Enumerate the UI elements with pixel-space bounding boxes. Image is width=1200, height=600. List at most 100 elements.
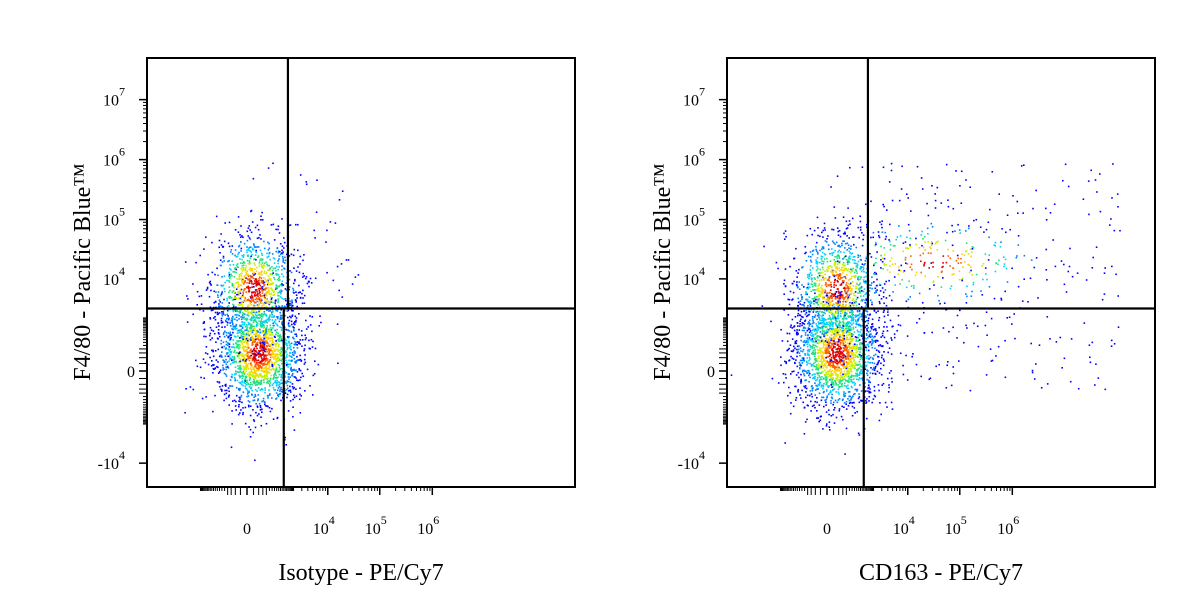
data-point (231, 356, 234, 358)
data-point (848, 346, 851, 348)
data-point (266, 381, 268, 384)
data-point (872, 398, 875, 400)
data-point (268, 344, 270, 347)
data-point (834, 278, 836, 281)
data-point (257, 298, 260, 300)
data-point (218, 371, 221, 373)
x-tick-label: 106 (417, 513, 439, 538)
data-point (242, 300, 245, 303)
data-point (262, 265, 264, 267)
data-point (841, 375, 843, 377)
data-point (255, 351, 258, 353)
data-point (232, 290, 235, 292)
data-point (848, 370, 851, 372)
data-point (261, 332, 263, 334)
data-point (791, 370, 793, 373)
data-point (802, 322, 804, 325)
data-point (254, 268, 256, 270)
data-point (235, 271, 238, 274)
data-point (223, 331, 225, 334)
data-point (258, 368, 261, 371)
data-point (837, 317, 840, 320)
data-point (829, 429, 831, 431)
data-point (785, 361, 787, 363)
data-point (838, 366, 840, 369)
data-point (845, 345, 847, 348)
data-point (816, 366, 818, 368)
data-point (846, 342, 849, 344)
data-point (285, 359, 287, 362)
data-point (834, 374, 837, 376)
data-point (806, 293, 808, 296)
data-point (794, 316, 797, 318)
data-point (789, 391, 792, 394)
data-point (262, 347, 264, 349)
data-point (241, 278, 244, 281)
data-point (295, 223, 297, 226)
data-point (292, 254, 295, 257)
data-point (221, 314, 224, 317)
data-point (232, 339, 235, 341)
data-point (247, 357, 250, 359)
data-point (804, 334, 807, 336)
data-point (277, 292, 279, 294)
data-point (845, 400, 848, 403)
data-point (240, 225, 242, 227)
data-point (260, 298, 263, 301)
data-point (234, 376, 236, 379)
data-point (244, 345, 247, 348)
data-point (814, 330, 816, 332)
data-point (245, 370, 248, 372)
data-point (837, 338, 840, 340)
data-point (795, 399, 797, 401)
data-point (279, 352, 282, 355)
data-point (231, 245, 234, 247)
data-point (216, 381, 219, 383)
data-point (245, 337, 248, 340)
data-point (236, 263, 239, 265)
data-point (277, 317, 279, 320)
data-point (260, 277, 263, 279)
data-point (244, 406, 247, 409)
data-point (303, 348, 306, 350)
data-point (262, 375, 265, 378)
data-point (849, 311, 851, 314)
data-point (837, 374, 839, 376)
data-point (234, 328, 237, 330)
data-point (200, 303, 203, 305)
data-point (837, 333, 839, 335)
data-point (238, 294, 240, 296)
data-point (826, 396, 828, 399)
data-point (237, 335, 239, 337)
data-point (818, 311, 820, 313)
data-point (821, 325, 823, 328)
data-point (263, 334, 265, 336)
data-point (843, 322, 845, 325)
data-point (881, 335, 884, 337)
data-point (858, 371, 861, 374)
data-point (250, 303, 253, 306)
data-point (835, 353, 837, 356)
data-point (265, 291, 267, 294)
data-point (871, 287, 873, 290)
data-point (825, 404, 827, 406)
data-point (219, 252, 221, 254)
data-point (809, 305, 812, 307)
data-point (277, 228, 279, 231)
data-point (258, 382, 261, 384)
data-point (855, 270, 858, 272)
data-point (839, 385, 841, 388)
data-point (249, 229, 251, 231)
data-point (259, 314, 261, 317)
data-point (817, 253, 819, 255)
data-point (811, 298, 814, 300)
data-point (261, 252, 263, 255)
data-point (279, 253, 282, 256)
data-point (827, 352, 830, 354)
data-point (847, 351, 850, 353)
data-point (849, 401, 852, 404)
data-point (826, 360, 828, 362)
data-point (241, 316, 244, 318)
data-point (258, 296, 260, 299)
data-point (244, 269, 247, 272)
